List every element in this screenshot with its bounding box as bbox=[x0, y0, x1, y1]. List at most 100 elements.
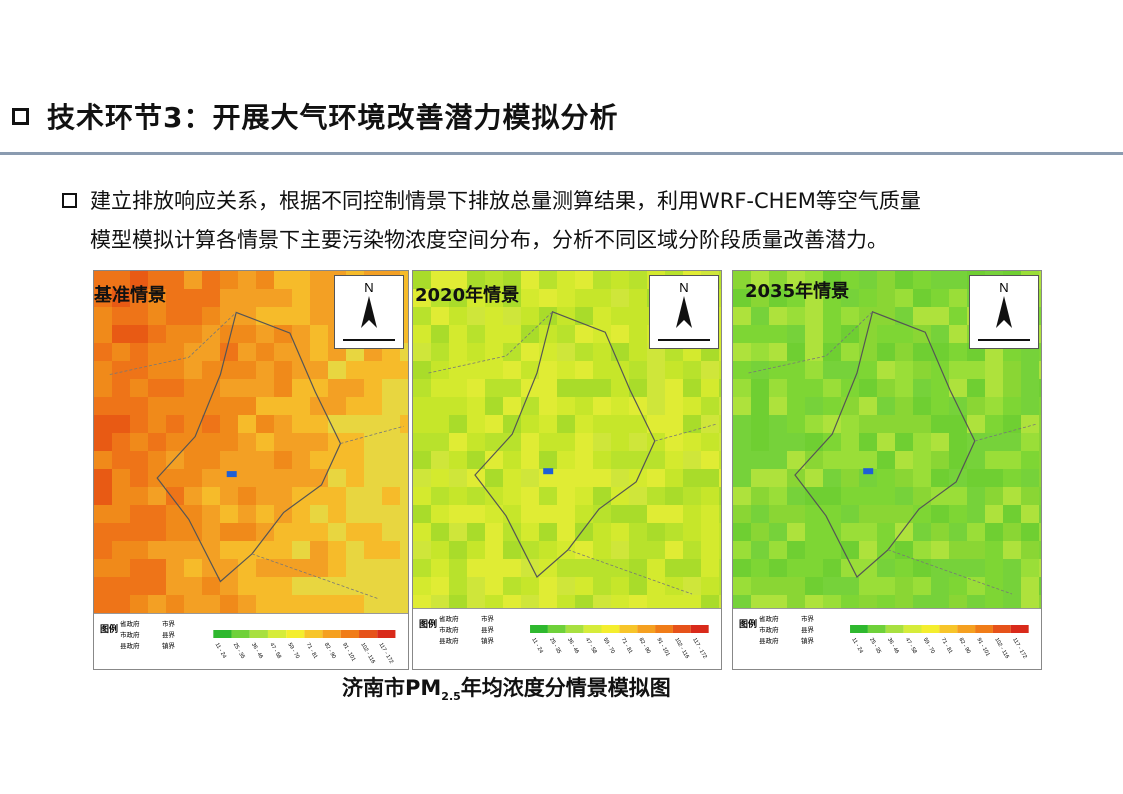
grid-cell bbox=[310, 379, 328, 397]
grid-cell bbox=[859, 595, 877, 611]
grid-cell bbox=[94, 271, 112, 289]
grid-cell bbox=[413, 505, 431, 523]
grid-cell bbox=[751, 361, 769, 379]
grid-cell bbox=[769, 307, 787, 325]
grid-cell bbox=[292, 271, 310, 289]
grid-cell bbox=[557, 361, 575, 379]
grid-cell bbox=[148, 379, 166, 397]
grid-cell bbox=[467, 271, 485, 289]
grid-cell bbox=[467, 559, 485, 577]
grid-cell bbox=[485, 415, 503, 433]
legend-swatch bbox=[231, 630, 250, 638]
grid-cell bbox=[733, 379, 751, 397]
grid-cell bbox=[400, 397, 408, 415]
grid-cell bbox=[539, 523, 557, 541]
grid-cell bbox=[449, 397, 467, 415]
grid-cell bbox=[895, 595, 913, 611]
grid-cell bbox=[112, 361, 130, 379]
grid-cell bbox=[611, 595, 629, 611]
grid-cell bbox=[94, 469, 112, 487]
grid-cell bbox=[913, 343, 931, 361]
grid-cell bbox=[913, 577, 931, 595]
grid-cell bbox=[521, 325, 539, 343]
grid-cell bbox=[557, 307, 575, 325]
grid-cell bbox=[647, 595, 665, 611]
grid-cell bbox=[256, 451, 274, 469]
lake-marker bbox=[863, 468, 874, 475]
grid-cell bbox=[521, 487, 539, 505]
grid-cell bbox=[647, 541, 665, 559]
grid-cell bbox=[1003, 361, 1021, 379]
grid-cell bbox=[575, 559, 593, 577]
legend-swatch bbox=[213, 630, 232, 638]
grid-cell bbox=[503, 325, 521, 343]
grid-cell bbox=[769, 325, 787, 343]
grid-cell bbox=[148, 307, 166, 325]
grid-cell bbox=[400, 379, 408, 397]
grid-cell bbox=[1003, 559, 1021, 577]
grid-cell bbox=[787, 577, 805, 595]
grid-cell bbox=[1021, 577, 1039, 595]
grid-cell bbox=[467, 361, 485, 379]
grid-cell bbox=[769, 469, 787, 487]
grid-cell bbox=[575, 541, 593, 559]
legend-item: 县政府 bbox=[120, 641, 140, 650]
legend-swatch bbox=[583, 625, 602, 633]
grid-cell bbox=[184, 433, 202, 451]
grid-cell bbox=[400, 325, 408, 343]
grid-cell bbox=[665, 433, 683, 451]
grid-cell bbox=[184, 469, 202, 487]
grid-cell bbox=[719, 541, 721, 559]
grid-cell bbox=[310, 289, 328, 307]
grid-cell bbox=[769, 505, 787, 523]
grid-cell bbox=[895, 343, 913, 361]
north-arrow-icon: N bbox=[658, 280, 710, 341]
grid-cell bbox=[985, 559, 1003, 577]
grid-cell bbox=[112, 433, 130, 451]
grid-cell bbox=[274, 541, 292, 559]
grid-cell bbox=[575, 271, 593, 289]
map-panel-baseline: 基准情景 N 图例 省政府 市政府 县政府 市界 县界 镇界 11 - 24 25 - 35 36… bbox=[93, 270, 409, 670]
grid-cell bbox=[1021, 415, 1039, 433]
grid-cell bbox=[593, 451, 611, 469]
grid-cell bbox=[985, 577, 1003, 595]
legend-swatch bbox=[286, 630, 305, 638]
grid-cell bbox=[877, 343, 895, 361]
grid-cell bbox=[647, 361, 665, 379]
grid-cell bbox=[449, 451, 467, 469]
grid-cell bbox=[310, 343, 328, 361]
grid-cell bbox=[220, 307, 238, 325]
grid-cell bbox=[94, 523, 112, 541]
grid-cell bbox=[985, 397, 1003, 415]
grid-cell bbox=[184, 523, 202, 541]
grid-cell bbox=[238, 523, 256, 541]
grid-cell bbox=[719, 397, 721, 415]
grid-cell bbox=[877, 505, 895, 523]
grid-cell bbox=[751, 379, 769, 397]
grid-cell bbox=[949, 361, 967, 379]
grid-cell bbox=[1039, 289, 1041, 307]
grid-cell bbox=[985, 487, 1003, 505]
grid-cell bbox=[521, 451, 539, 469]
legend-swatch bbox=[885, 625, 904, 633]
grid-cell bbox=[449, 505, 467, 523]
grid-cell bbox=[895, 523, 913, 541]
grid-cell bbox=[292, 595, 310, 613]
grid-cell bbox=[931, 487, 949, 505]
grid-cell bbox=[413, 469, 431, 487]
grid-cell bbox=[647, 469, 665, 487]
grid-cell bbox=[787, 271, 805, 289]
grid-cell bbox=[949, 505, 967, 523]
grid-cell bbox=[967, 559, 985, 577]
grid-cell bbox=[166, 361, 184, 379]
grid-cell bbox=[328, 379, 346, 397]
grid-cell bbox=[823, 397, 841, 415]
grid-cell bbox=[431, 343, 449, 361]
grid-cell bbox=[238, 325, 256, 343]
grid-cell bbox=[166, 595, 184, 613]
grid-cell bbox=[202, 523, 220, 541]
map-legend-baseline: 图例 省政府 市政府 县政府 市界 县界 镇界 11 - 24 25 - 35 36 - 46 47… bbox=[94, 613, 408, 669]
grid-cell bbox=[148, 541, 166, 559]
grid-cell bbox=[238, 343, 256, 361]
grid-cell bbox=[467, 433, 485, 451]
